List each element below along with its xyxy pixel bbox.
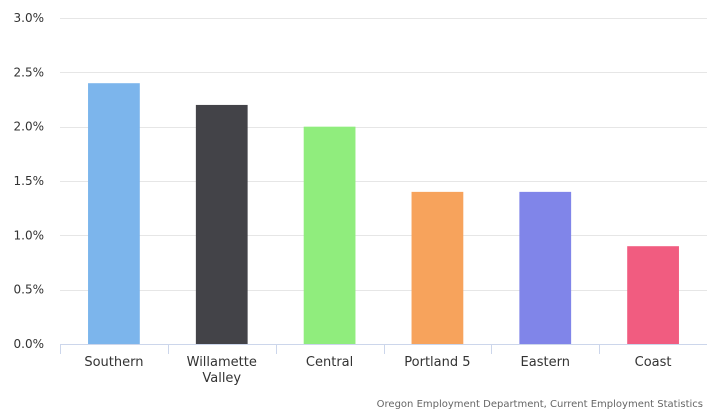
bar-portland-5[interactable]	[411, 191, 464, 344]
credits-text[interactable]: Oregon Employment Department, Current Em…	[377, 399, 703, 410]
y-tick-label: 2.0%	[14, 120, 45, 134]
y-tick-label: 0.0%	[14, 337, 45, 351]
x-tick-label: Portland 5	[404, 355, 470, 370]
x-tick-label: Coast	[635, 355, 672, 370]
x-tick-label: Central	[306, 355, 353, 370]
bars	[88, 83, 679, 345]
gridlines	[60, 18, 707, 291]
x-tick-label: Eastern	[521, 355, 570, 370]
x-tick-label: Southern	[84, 355, 143, 370]
x-tick-label: Willamette Valley	[187, 355, 257, 386]
y-tick-label: 1.0%	[14, 228, 45, 242]
x-axis: Southern Willamette Valley Central Portland …	[60, 344, 707, 386]
y-tick-label: 2.5%	[14, 65, 45, 79]
y-tick-label: 3.0%	[14, 11, 45, 25]
y-tick-label: 0.5%	[14, 283, 45, 297]
bar-southern[interactable]	[88, 83, 140, 344]
bar-central[interactable]	[303, 126, 356, 344]
bar-coast[interactable]	[627, 246, 679, 344]
bar-eastern[interactable]	[519, 191, 572, 344]
bar-willamette-valley[interactable]	[195, 104, 248, 345]
y-axis: 0.0% 0.5% 1.0% 1.5% 2.0% 2.5% 3.0%	[14, 11, 45, 351]
y-tick-label: 1.5%	[14, 174, 45, 188]
